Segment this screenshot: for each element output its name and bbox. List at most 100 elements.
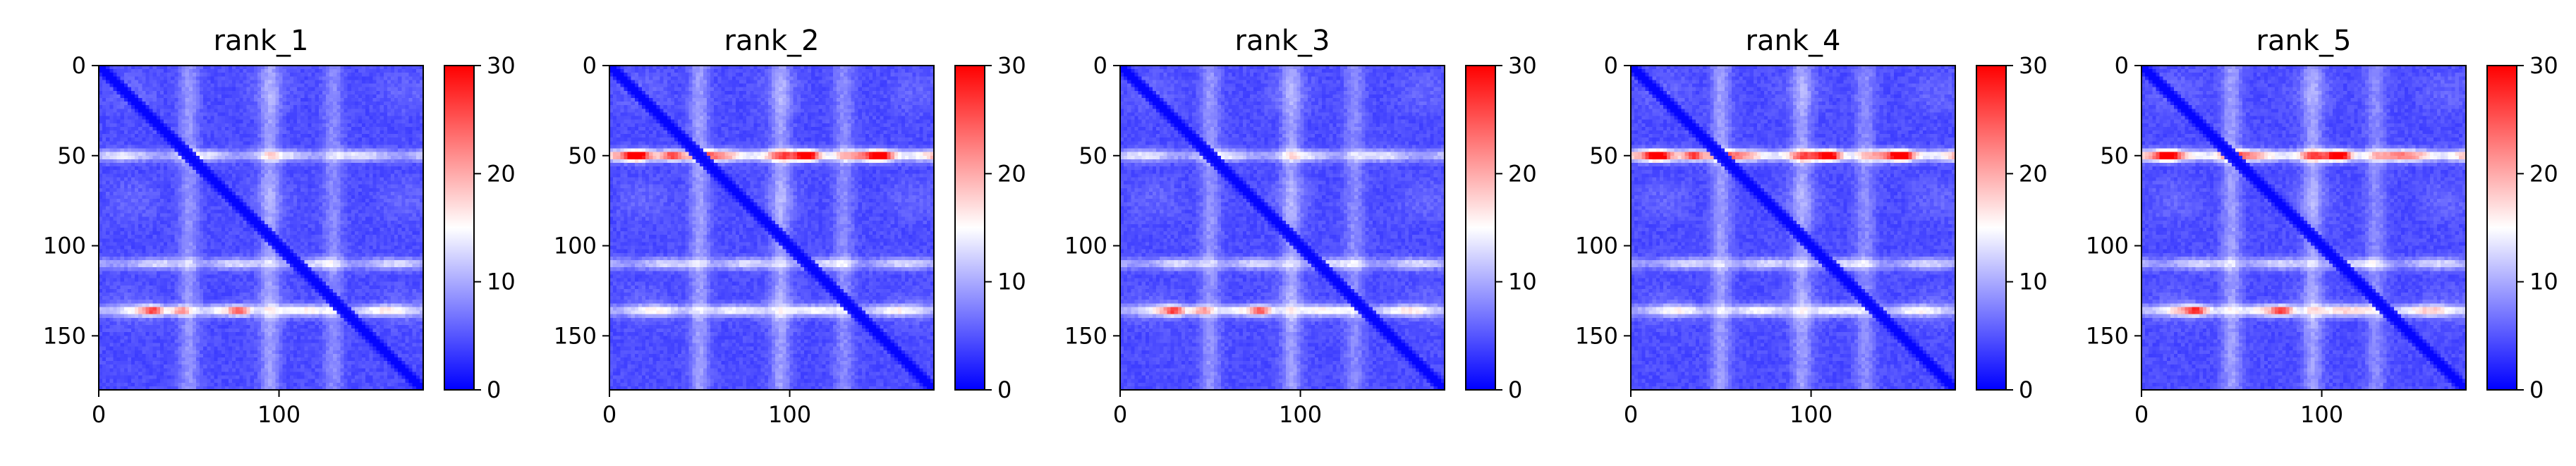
heatmap-cell: [372, 159, 377, 164]
heatmap-cell: [171, 181, 175, 185]
heatmap-cell: [243, 105, 247, 109]
heatmap-cell: [401, 134, 406, 138]
heatmap-cell: [182, 123, 186, 128]
heatmap-cell: [142, 173, 146, 178]
heatmap-cell: [398, 166, 402, 171]
heatmap-cell: [164, 69, 168, 73]
heatmap-cell: [398, 137, 402, 142]
heatmap-cell: [207, 141, 211, 145]
heatmap-cell: [121, 181, 125, 185]
heatmap-cell: [340, 102, 344, 106]
heatmap-cell: [157, 170, 161, 174]
heatmap-cell: [369, 105, 373, 109]
heatmap-cell: [207, 163, 211, 167]
heatmap-cell: [142, 134, 146, 138]
heatmap-cell: [225, 141, 229, 145]
heatmap-cell: [221, 185, 226, 189]
heatmap-cell: [124, 112, 128, 116]
heatmap-cell: [413, 123, 417, 128]
heatmap-cell: [355, 73, 359, 77]
heatmap-cell: [369, 163, 373, 167]
heatmap-cell: [348, 80, 352, 84]
heatmap-cell: [308, 130, 312, 135]
heatmap-cell: [326, 76, 330, 80]
heatmap-cell: [257, 127, 262, 131]
heatmap-cell: [326, 127, 330, 131]
heatmap-cell: [189, 181, 193, 185]
heatmap-cell: [257, 84, 262, 88]
heatmap-cell: [174, 105, 178, 109]
heatmap-cell: [315, 127, 320, 131]
heatmap-cell: [138, 73, 142, 77]
heatmap-cell: [218, 84, 222, 88]
heatmap-cell: [322, 116, 327, 121]
heatmap-cell: [186, 123, 190, 128]
heatmap-cell: [200, 69, 204, 73]
heatmap-cell: [138, 91, 142, 95]
heatmap-cell: [290, 127, 294, 131]
heatmap-cell: [186, 80, 190, 84]
heatmap-cell: [380, 84, 384, 88]
heatmap-cell: [218, 116, 222, 121]
heatmap-cell: [171, 98, 175, 102]
heatmap-cell: [124, 84, 128, 88]
heatmap-cell: [225, 76, 229, 80]
heatmap-cell: [286, 112, 291, 116]
heatmap-cell: [384, 73, 388, 77]
heatmap-cell: [405, 149, 409, 153]
heatmap-cell: [300, 163, 305, 167]
heatmap-cell: [283, 87, 287, 92]
heatmap-cell: [193, 177, 197, 181]
heatmap-cell: [236, 69, 240, 73]
heatmap-cell: [290, 94, 294, 99]
heatmap-cell: [394, 185, 399, 189]
heatmap-cell: [394, 94, 399, 99]
heatmap-cell: [218, 170, 222, 174]
heatmap-cell: [153, 156, 157, 160]
heatmap-cell: [312, 145, 316, 149]
heatmap-cell: [200, 123, 204, 128]
heatmap-cell: [243, 73, 247, 77]
heatmap-cell: [312, 87, 316, 92]
heatmap-cell: [394, 76, 399, 80]
heatmap-cell: [113, 69, 117, 73]
heatmap-cell: [254, 116, 258, 121]
heatmap-cell: [225, 156, 229, 160]
heatmap-cell: [221, 69, 226, 73]
heatmap-cell: [268, 105, 272, 109]
heatmap-cell: [268, 76, 272, 80]
heatmap-cell: [297, 73, 301, 77]
heatmap-cell: [286, 159, 291, 164]
heatmap-cell: [167, 94, 171, 99]
heatmap-cell: [409, 130, 413, 135]
heatmap-cell: [131, 177, 135, 181]
heatmap-cell: [214, 170, 219, 174]
heatmap-cell: [247, 181, 251, 185]
heatmap-cell: [272, 69, 276, 73]
heatmap-cell: [160, 91, 164, 95]
heatmap-cell: [164, 170, 168, 174]
heatmap-cell: [113, 134, 117, 138]
heatmap-cell: [362, 177, 366, 181]
heatmap-cell: [409, 123, 413, 128]
heatmap-cell: [362, 98, 366, 102]
heatmap-cell: [229, 84, 233, 88]
heatmap-cell: [207, 120, 211, 124]
heatmap-cell: [344, 130, 348, 135]
heatmap-cell: [369, 112, 373, 116]
heatmap-cell: [193, 105, 197, 109]
heatmap-cell: [272, 105, 276, 109]
heatmap-cell: [164, 185, 168, 189]
heatmap-cell: [416, 120, 420, 124]
heatmap-cell: [109, 87, 114, 92]
heatmap-cell: [358, 69, 363, 73]
heatmap-cell: [254, 185, 258, 189]
heatmap-cell: [200, 80, 204, 84]
heatmap-cell: [372, 130, 377, 135]
heatmap-cell: [225, 123, 229, 128]
heatmap-cell: [344, 76, 348, 80]
heatmap-cell: [109, 80, 114, 84]
heatmap-cell: [279, 84, 284, 88]
heatmap-cell: [182, 141, 186, 145]
heatmap-cell: [189, 123, 193, 128]
